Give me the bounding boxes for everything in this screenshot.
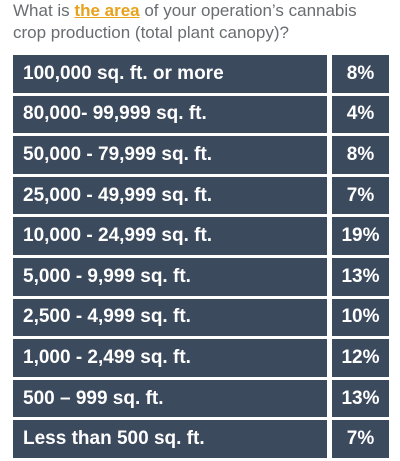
question-title: What is the area of your operation’s can… — [13, 0, 393, 44]
range-label: 25,000 - 49,999 sq. ft. — [13, 176, 327, 215]
title-text: of your operation’s cannabis crop produc… — [13, 1, 357, 42]
table-row: 10,000 - 24,999 sq. ft. 19% — [13, 217, 389, 255]
range-label: 80,000- 99,999 sq. ft. — [13, 95, 327, 134]
range-label: 1,000 - 2,499 sq. ft. — [13, 339, 327, 377]
percent-value: 8% — [332, 55, 389, 93]
table-row: Less than 500 sq. ft. 7% — [13, 420, 389, 458]
range-label: 5,000 - 9,999 sq. ft. — [13, 257, 327, 296]
percent-value: 8% — [332, 136, 389, 174]
range-label: 10,000 - 24,999 sq. ft. — [13, 217, 327, 255]
percent-value: 10% — [332, 298, 389, 337]
table-row: 100,000 sq. ft. or more 8% — [13, 55, 389, 93]
percent-value: 7% — [332, 176, 389, 215]
range-label: 2,500 - 4,999 sq. ft. — [13, 298, 327, 337]
percent-value: 19% — [332, 217, 389, 255]
range-label: 100,000 sq. ft. or more — [13, 55, 327, 93]
range-label: Less than 500 sq. ft. — [13, 420, 327, 458]
percent-value: 13% — [332, 257, 389, 296]
table-row: 5,000 - 9,999 sq. ft. 13% — [13, 257, 389, 296]
table-row: 2,500 - 4,999 sq. ft. 10% — [13, 298, 389, 337]
table-row: 1,000 - 2,499 sq. ft. 12% — [13, 339, 389, 377]
range-label: 50,000 - 79,999 sq. ft. — [13, 136, 327, 174]
percent-value: 12% — [332, 339, 389, 377]
percent-value: 13% — [332, 379, 389, 418]
table-row: 80,000- 99,999 sq. ft. 4% — [13, 95, 389, 134]
table-row: 25,000 - 49,999 sq. ft. 7% — [13, 176, 389, 215]
range-label: 500 – 999 sq. ft. — [13, 379, 327, 418]
title-text: What is — [13, 1, 75, 20]
table-row: 500 – 999 sq. ft. 13% — [13, 379, 389, 418]
table-row: 50,000 - 79,999 sq. ft. 8% — [13, 136, 389, 174]
title-emphasis: the area — [74, 1, 140, 20]
results-table: 100,000 sq. ft. or more 8% 80,000- 99,999 … — [13, 55, 389, 458]
percent-value: 7% — [332, 420, 389, 458]
percent-value: 4% — [332, 95, 389, 134]
